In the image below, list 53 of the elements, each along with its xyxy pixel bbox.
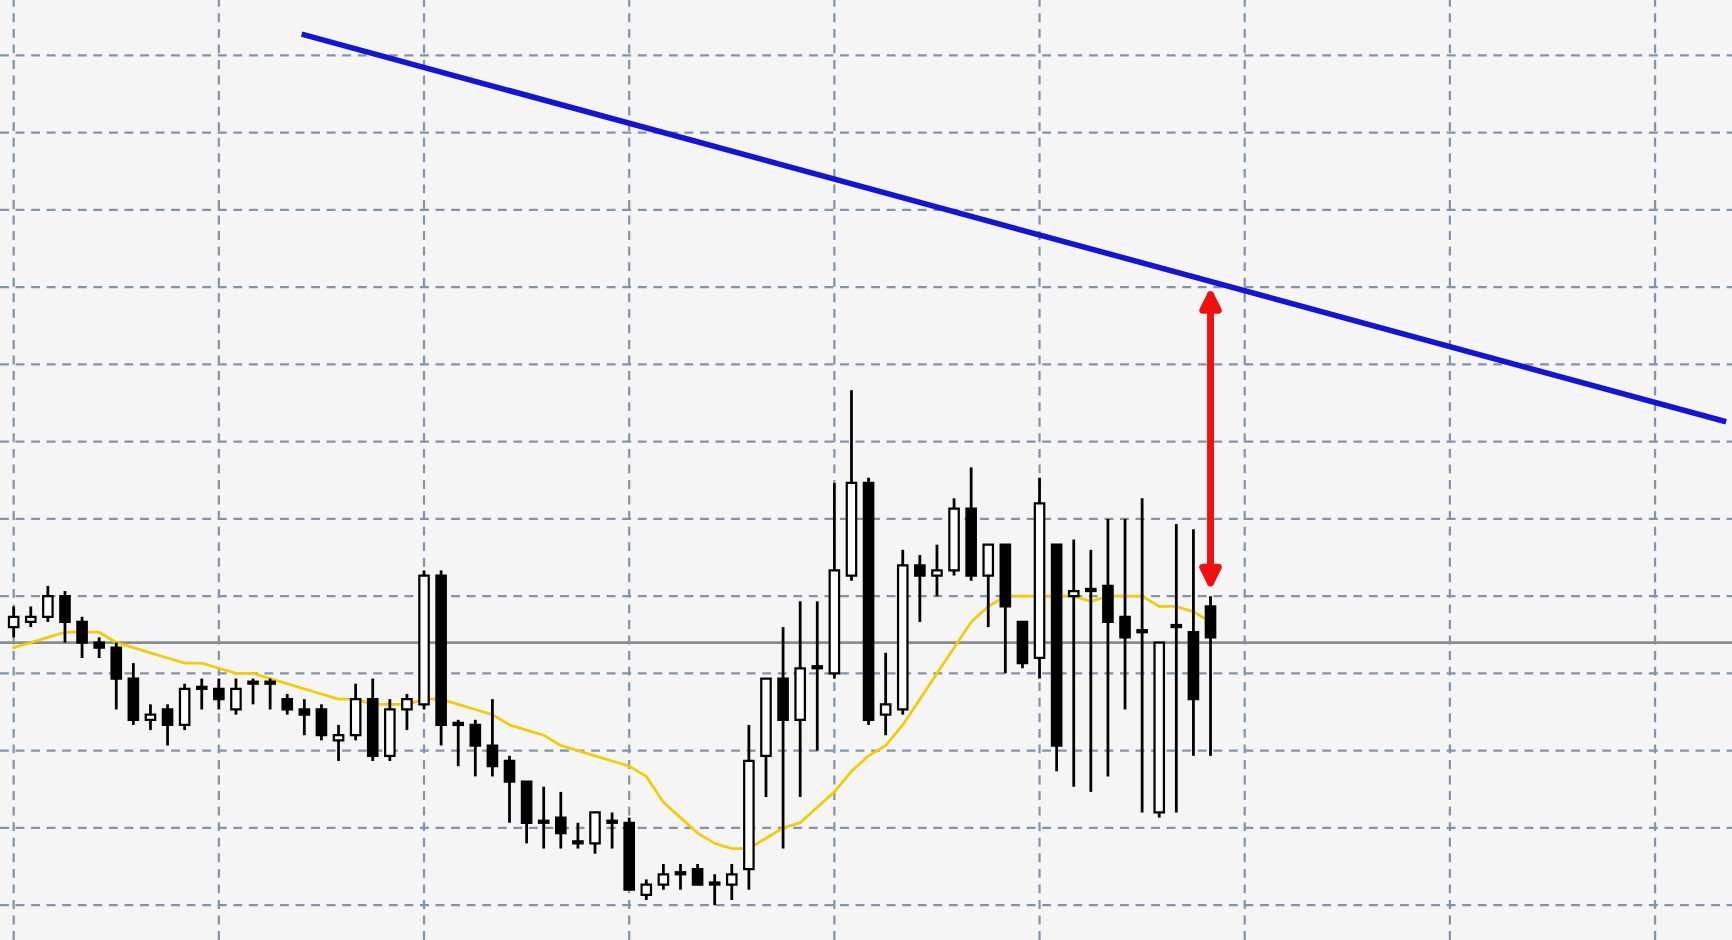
candlestick	[247, 677, 259, 706]
candlestick	[144, 702, 157, 732]
candlestick	[93, 635, 105, 660]
candlestick	[914, 553, 926, 624]
candlestick	[1136, 496, 1148, 814]
candlestick	[691, 862, 704, 886]
candlestick	[554, 790, 567, 850]
candlestick	[195, 677, 208, 711]
candlestick	[640, 878, 653, 902]
candlestick	[452, 718, 465, 768]
candlestick	[7, 605, 20, 639]
candlestick	[606, 811, 618, 850]
candlestick	[589, 811, 601, 856]
candlestick	[127, 661, 140, 727]
candlestick	[486, 697, 499, 778]
candlestick	[537, 785, 550, 850]
candlestick	[725, 862, 738, 902]
candlestick	[76, 615, 88, 660]
candlestick	[1067, 538, 1080, 789]
candlestick	[230, 677, 242, 717]
candlestick	[213, 677, 225, 711]
candlestick	[332, 723, 345, 763]
candlestick	[520, 780, 533, 845]
candlestick	[1016, 620, 1029, 670]
candlestick	[110, 641, 123, 711]
candlestick	[1204, 594, 1217, 758]
candlestick	[469, 718, 482, 778]
candlestick	[572, 821, 584, 850]
candlestick	[59, 589, 71, 644]
candlestick	[1102, 517, 1114, 778]
candlestick	[1119, 517, 1131, 711]
candlestick	[24, 605, 37, 629]
candlestick	[264, 677, 276, 711]
candlestick	[674, 862, 687, 892]
candlestick	[657, 862, 670, 892]
candlestick	[879, 651, 892, 737]
candlestick	[931, 543, 943, 598]
candlestick	[42, 584, 54, 624]
candlestick	[178, 682, 191, 732]
candlestick	[161, 702, 174, 747]
candlestick	[281, 692, 294, 717]
candlestick	[503, 754, 516, 825]
candlestick	[298, 697, 311, 737]
candlestick	[401, 692, 413, 732]
candlestick	[811, 599, 824, 753]
candlestick	[349, 682, 362, 742]
candlestick	[982, 543, 995, 629]
candlestick	[1170, 522, 1183, 814]
candlestick	[708, 872, 721, 907]
candlestick	[777, 625, 789, 850]
candlestick	[315, 702, 328, 742]
candlestick	[1085, 548, 1097, 794]
candlestick	[384, 697, 396, 763]
